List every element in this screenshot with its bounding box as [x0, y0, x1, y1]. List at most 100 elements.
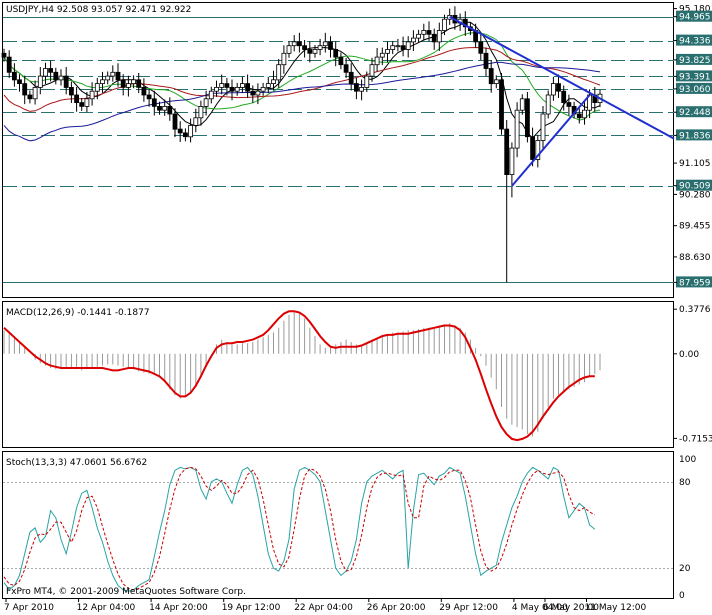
candle-body	[157, 106, 162, 111]
price-tick-badge	[676, 129, 712, 141]
candle-body	[582, 109, 587, 119]
time-tick-label: 29 Apr 12:00	[439, 603, 498, 613]
candle-body	[426, 30, 432, 35]
candle-body	[224, 83, 230, 88]
candle-body	[58, 75, 64, 81]
candle-body	[198, 106, 204, 119]
candle-body	[488, 68, 494, 85]
price-tick-label: 87.959	[679, 278, 711, 288]
ma-long-line	[3, 61, 601, 142]
stoch-tick-label: 20	[679, 564, 691, 574]
candle-body	[105, 75, 111, 81]
price-tick-label: 95.180	[679, 5, 711, 15]
candle-body	[566, 102, 572, 107]
candle-body	[162, 106, 168, 111]
candle-body	[478, 41, 484, 54]
candle-body	[317, 45, 323, 50]
candle-body	[203, 98, 209, 107]
candle-body	[530, 136, 535, 160]
time-axis: 7 Apr 2010 12 Apr 04:00 14 Apr 20:00 19 Apr…	[4, 598, 646, 613]
candle-body	[405, 41, 411, 50]
candle-body	[410, 37, 416, 43]
candle-body	[74, 94, 79, 103]
stoch-tick-label: 0	[679, 591, 685, 601]
candle-body	[369, 64, 375, 77]
macd-panel-frame	[2, 301, 674, 448]
candle-body	[265, 83, 271, 88]
candle-body	[27, 94, 33, 100]
price-tick-badge	[676, 106, 712, 118]
candle-body	[6, 56, 12, 73]
candle-body	[504, 128, 510, 176]
candle-body	[436, 30, 442, 43]
candle-body	[219, 83, 225, 88]
stoch-panel-title: Stoch(13,3,3) 47.0601 56.6762	[6, 458, 147, 468]
candle-body	[245, 83, 251, 92]
candle-body	[353, 83, 359, 92]
candle-body	[208, 90, 214, 100]
candle-body	[250, 90, 256, 96]
candle-body	[525, 98, 530, 138]
candle-body	[53, 71, 59, 81]
macd-tick-label: -0.7153	[679, 434, 712, 444]
candle-body	[69, 87, 74, 96]
macd-tick-label: 0.00	[679, 350, 699, 360]
candle-body	[509, 147, 515, 176]
candle-body	[177, 128, 183, 134]
price-tick-badge	[676, 276, 712, 288]
copyright-text: FxPro MT4, © 2001-2009 MetaQuotes Softwa…	[6, 587, 246, 597]
candle-body	[11, 71, 17, 81]
price-tick-label: 90.280	[679, 190, 711, 200]
time-tick-label: 4 May 04:00	[512, 603, 568, 613]
candle-body	[322, 41, 328, 47]
macd-histogram	[3, 311, 601, 437]
ma-slow-line	[3, 46, 601, 112]
macd-signal-line	[3, 310, 595, 442]
candle-body	[390, 45, 396, 50]
candle-body	[540, 113, 546, 141]
macd-tick-label: 0.3776	[679, 305, 711, 315]
time-tick-label: 14 Apr 20:00	[149, 603, 208, 613]
candle-body	[17, 79, 22, 85]
price-tick-label: 94.965	[679, 13, 711, 23]
stoch-lines	[3, 466, 596, 592]
time-tick-label: 22 Apr 04:00	[294, 603, 353, 613]
price-tick-badge	[676, 10, 712, 22]
time-tick-label: 12 Apr 04:00	[77, 603, 136, 613]
candle-body	[1, 52, 7, 58]
candle-body	[234, 87, 240, 92]
candle-body	[136, 79, 142, 88]
candle-body	[141, 87, 147, 96]
candle-body	[379, 52, 385, 58]
candle-body	[276, 64, 282, 81]
macd-axis: 0.3776 0.00 -0.7153	[674, 305, 712, 444]
moving-averages	[3, 21, 601, 142]
candle-body	[519, 98, 525, 111]
price-tick-badge	[676, 34, 712, 46]
stoch-main-line	[3, 466, 596, 592]
candle-body	[48, 68, 53, 73]
macd-panel-title: MACD(12,26,9) -0.1441 -0.1877	[6, 308, 150, 318]
candle-body	[364, 75, 370, 88]
price-tick-label: 93.060	[679, 85, 711, 95]
candle-body	[214, 87, 219, 92]
candle-body	[43, 68, 48, 77]
candle-body	[151, 98, 157, 107]
candle-body	[374, 56, 380, 66]
price-tick-label: 90.509	[679, 182, 711, 192]
candle-body	[172, 113, 178, 130]
price-tick-label: 92.448	[679, 108, 711, 118]
candle-body	[22, 83, 28, 96]
candle-body	[328, 41, 333, 50]
candle-body	[431, 33, 437, 43]
candle-body	[146, 94, 152, 100]
candle-body	[483, 52, 489, 69]
candle-body	[120, 79, 126, 88]
price-tick-label: 94.336	[679, 37, 711, 47]
candle-body	[260, 87, 266, 92]
triangle-trendlines[interactable]	[449, 16, 675, 187]
candle-body	[126, 83, 131, 88]
candle-body	[385, 49, 390, 54]
